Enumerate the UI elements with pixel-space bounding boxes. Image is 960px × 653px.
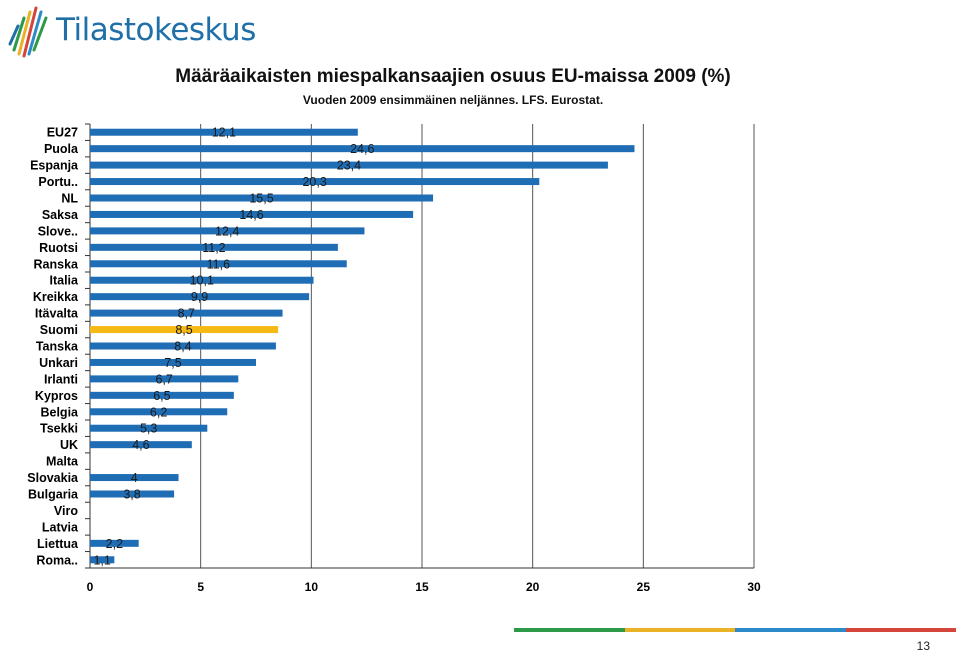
category-label: NL (61, 192, 78, 206)
category-label: Suomi (40, 323, 78, 337)
logo-text: Tilastokeskus (56, 12, 256, 48)
x-tick-label: 30 (747, 580, 761, 594)
bar (90, 243, 338, 251)
category-label: Bulgaria (28, 488, 79, 502)
data-label: 12,4 (215, 224, 239, 238)
category-label: Kreikka (33, 290, 79, 304)
data-label: 4,6 (132, 438, 149, 452)
bar (90, 441, 192, 449)
bar (90, 556, 115, 564)
category-label: Malta (46, 455, 79, 469)
x-tick-label: 5 (197, 580, 204, 594)
bar (90, 260, 347, 268)
chart-title: Määräaikaisten miespalkansaajien osuus E… (175, 66, 731, 87)
x-tick-label: 10 (305, 580, 319, 594)
data-label: 11,2 (202, 241, 225, 255)
data-label: 9,9 (191, 290, 208, 304)
bar (90, 227, 365, 235)
category-label: Irlanti (44, 372, 78, 386)
data-label: 6,2 (150, 405, 167, 419)
footer-stripe-segment (735, 628, 846, 632)
category-label: Latvia (42, 520, 79, 534)
footer-stripe-segment (624, 628, 735, 632)
data-label: 4 (131, 471, 138, 485)
bar (90, 539, 139, 547)
bar (90, 293, 310, 301)
bar (90, 358, 256, 366)
category-label: Puola (44, 142, 79, 156)
bar (90, 145, 635, 153)
category-label: Liettua (37, 537, 79, 551)
data-label: 3,8 (123, 488, 140, 502)
category-label: UK (60, 438, 78, 452)
data-label: 11,6 (207, 257, 230, 271)
category-label: Itävalta (35, 307, 79, 321)
tilastokeskus-logo-icon (8, 6, 48, 58)
data-label: 2,2 (106, 537, 123, 551)
bar (90, 375, 239, 383)
bar (90, 342, 276, 350)
bar (90, 490, 175, 498)
category-label: Viro (54, 504, 78, 518)
data-label: 8,7 (178, 307, 195, 321)
bar (90, 178, 540, 186)
data-label: 23,4 (337, 159, 361, 173)
data-label: 1,1 (93, 553, 110, 567)
data-label: 24,6 (350, 142, 374, 156)
bar (90, 309, 283, 317)
category-label: Espanja (30, 159, 79, 173)
chart-subtitle: Vuoden 2009 ensimmäinen neljännes. LFS. … (302, 93, 604, 107)
data-label: 12,1 (212, 126, 236, 140)
bar (90, 391, 234, 399)
category-label: Belgia (40, 405, 79, 419)
category-label: Italia (50, 274, 80, 288)
footer-color-stripe (514, 628, 956, 632)
data-label: 6,7 (155, 372, 172, 386)
data-label: 14,6 (239, 208, 263, 222)
data-label: 7,5 (164, 356, 181, 370)
bar (90, 408, 228, 416)
category-label: Unkari (39, 356, 78, 370)
data-label: 8,4 (174, 340, 191, 354)
data-label: 10,1 (190, 274, 214, 288)
data-label: 5,3 (140, 422, 157, 436)
category-label: Roma.. (36, 553, 78, 567)
category-label: Ruotsi (39, 241, 78, 255)
category-label: Kypros (35, 389, 78, 403)
bar (90, 276, 314, 284)
bar (90, 194, 434, 202)
category-label: EU27 (47, 126, 78, 140)
category-label: Tsekki (40, 422, 78, 436)
bar (90, 474, 179, 482)
bar (90, 161, 608, 169)
data-label: 20,3 (302, 175, 326, 189)
data-label: 6,5 (153, 389, 170, 403)
category-label: Slove.. (38, 224, 78, 238)
bar (90, 210, 414, 218)
bar (90, 128, 358, 136)
footer-stripe-segment (845, 628, 956, 632)
data-label: 15,5 (249, 192, 273, 206)
category-label: Tanska (36, 340, 79, 354)
bar (90, 424, 208, 432)
category-label: Slovakia (27, 471, 79, 485)
x-tick-label: 25 (637, 580, 651, 594)
category-label: Portu.. (38, 175, 78, 189)
x-tick-label: 20 (526, 580, 540, 594)
bar (90, 326, 279, 334)
page-number: 13 (916, 639, 930, 653)
category-label: Ranska (34, 257, 80, 271)
category-label: Saksa (42, 208, 79, 222)
data-label: 8,5 (175, 323, 192, 337)
x-tick-label: 0 (87, 580, 94, 594)
footer-stripe-segment (514, 628, 625, 632)
x-tick-label: 15 (415, 580, 429, 594)
